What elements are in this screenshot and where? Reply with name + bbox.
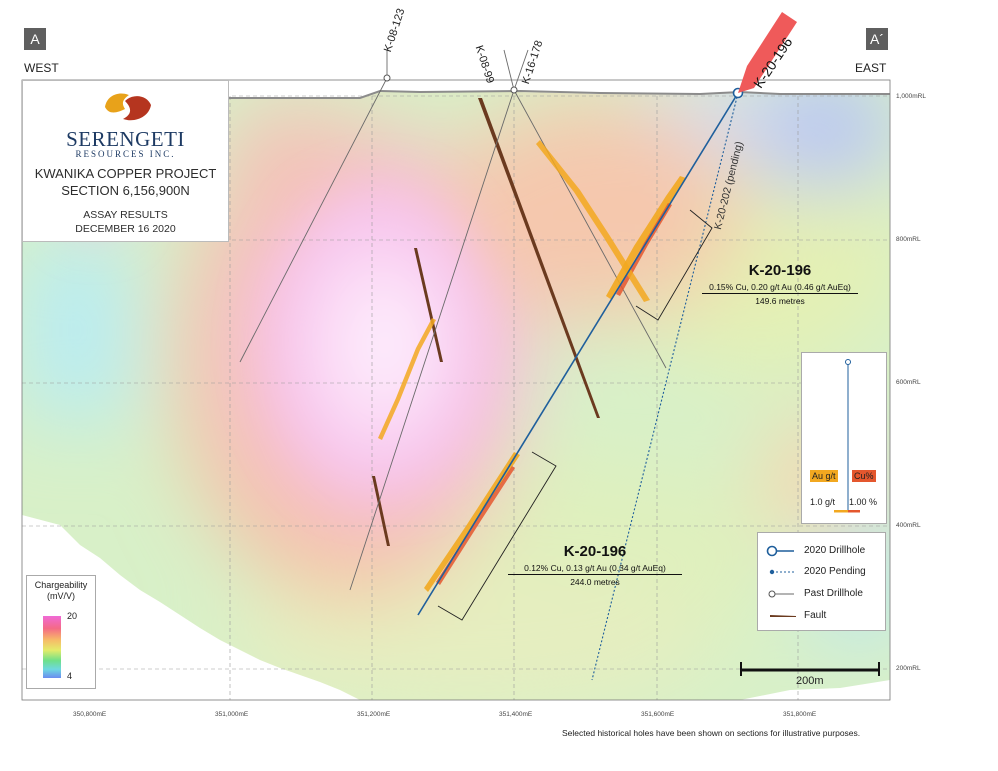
- chargeability-ramp: [43, 616, 61, 678]
- drillhole-k16-178: [513, 89, 667, 369]
- assay-key: Au g/t Cu% 1.0 g/t 1.00 %: [801, 352, 887, 524]
- assay-results-title: ASSAY RESULTS: [83, 209, 168, 221]
- intercept-lower-length: 244.0 metres: [570, 577, 620, 587]
- easting-label: 351,800mE: [783, 711, 817, 718]
- fault-lines: [372, 98, 600, 546]
- chargeability-max: 20: [67, 611, 78, 621]
- title-block: SERENGETI RESOURCES INC. KWANIKA COPPER …: [22, 80, 229, 242]
- elevation-label: 600mRL: [896, 379, 921, 386]
- scale-bar-label: 200m: [796, 675, 824, 687]
- chargeability-title: Chargeability: [34, 580, 88, 590]
- legend-fault-symbol: [770, 615, 796, 617]
- project-title: KWANIKA COPPER PROJECT: [34, 166, 217, 181]
- elevation-label: 1,000mRL: [896, 93, 926, 100]
- easting-label: 351,000mE: [215, 711, 249, 718]
- elevation-label: 200mRL: [896, 665, 921, 672]
- easting-label: 351,400mE: [499, 711, 533, 718]
- footnote: Selected historical holes have been show…: [562, 728, 861, 738]
- intercept-bracket-lower: [437, 451, 557, 621]
- cu-scale-label: 1.00 %: [849, 497, 878, 507]
- chargeability-min: 4: [67, 671, 73, 681]
- au-label: Au g/t: [810, 470, 838, 482]
- intercept-bracket-upper: [635, 209, 713, 321]
- elevation-label: 400mRL: [896, 522, 921, 529]
- company-sub: RESOURCES INC.: [75, 149, 176, 159]
- chargeability-unit: (mV/V): [47, 591, 75, 601]
- easting-label: 351,200mE: [357, 711, 391, 718]
- intercept-upper: K-20-196 0.15% Cu, 0.20 g/t Au (0.46 g/t…: [702, 262, 858, 306]
- legend-past-drillhole-symbol: [768, 590, 776, 598]
- intercept-upper-length: 149.6 metres: [755, 296, 805, 306]
- section-title: SECTION 6,156,900N: [61, 183, 190, 198]
- legend-past-drillhole: Past Drillhole: [804, 588, 863, 599]
- scale-bar: [740, 662, 880, 676]
- past-drillholes: [239, 49, 667, 591]
- au-scale-bar: [834, 510, 848, 513]
- section-marker-a: A: [24, 28, 46, 50]
- fault: [372, 476, 390, 546]
- intercept-upper-grade: 0.15% Cu, 0.20 g/t Au (0.46 g/t AuEq): [702, 282, 858, 294]
- cu-scale-bar: [848, 510, 860, 513]
- fault: [478, 98, 600, 418]
- company-logo: [105, 93, 151, 121]
- section-marker-a-prime: A´: [866, 28, 888, 50]
- au-scale-label: 1.0 g/t: [810, 497, 836, 507]
- legend-2020-drillhole-symbol: [766, 545, 778, 557]
- cu-label: Cu%: [852, 470, 876, 482]
- collar-k08-99: [510, 86, 518, 94]
- grid-lines: [22, 95, 890, 700]
- intercept-lower-title: K-20-196: [563, 543, 627, 560]
- company-name: SERENGETI: [66, 127, 185, 151]
- chargeability-field: [22, 80, 890, 700]
- legend-fault: Fault: [804, 610, 827, 621]
- intercept-lower-grade: 0.12% Cu, 0.13 g/t Au (0.34 g/t AuEq): [508, 563, 682, 575]
- drillhole-k20-202-pending: [591, 92, 739, 681]
- intercept-lower: K-20-196 0.12% Cu, 0.13 g/t Au (0.34 g/t…: [508, 543, 682, 587]
- topography-line: [228, 89, 890, 99]
- fault: [414, 248, 443, 362]
- drillhole-k08-123: [239, 77, 388, 363]
- map-legend: 2020 Drillhole 2020 Pending Past Drillho…: [757, 532, 886, 631]
- direction-east: EAST: [855, 61, 887, 75]
- drillhole-k08-99: [349, 89, 515, 591]
- map-frame: [21, 79, 891, 701]
- direction-west: WEST: [24, 61, 59, 75]
- legend-2020-pending: 2020 Pending: [804, 566, 866, 577]
- collar-k08-123: [383, 74, 391, 82]
- k20-196-flag: [738, 12, 797, 93]
- easting-label: 350,800mE: [73, 711, 107, 718]
- chargeability-legend: Chargeability (mV/V) 20 4: [26, 575, 96, 689]
- legend-pending-symbol: [769, 569, 775, 575]
- report-date: DECEMBER 16 2020: [75, 223, 176, 235]
- easting-label: 351,600mE: [641, 711, 675, 718]
- drillhole-k20-196: [417, 92, 739, 616]
- intercept-upper-title: K-20-196: [748, 262, 812, 279]
- legend-2020-drillhole: 2020 Drillhole: [804, 545, 866, 556]
- elevation-label: 800mRL: [896, 236, 921, 243]
